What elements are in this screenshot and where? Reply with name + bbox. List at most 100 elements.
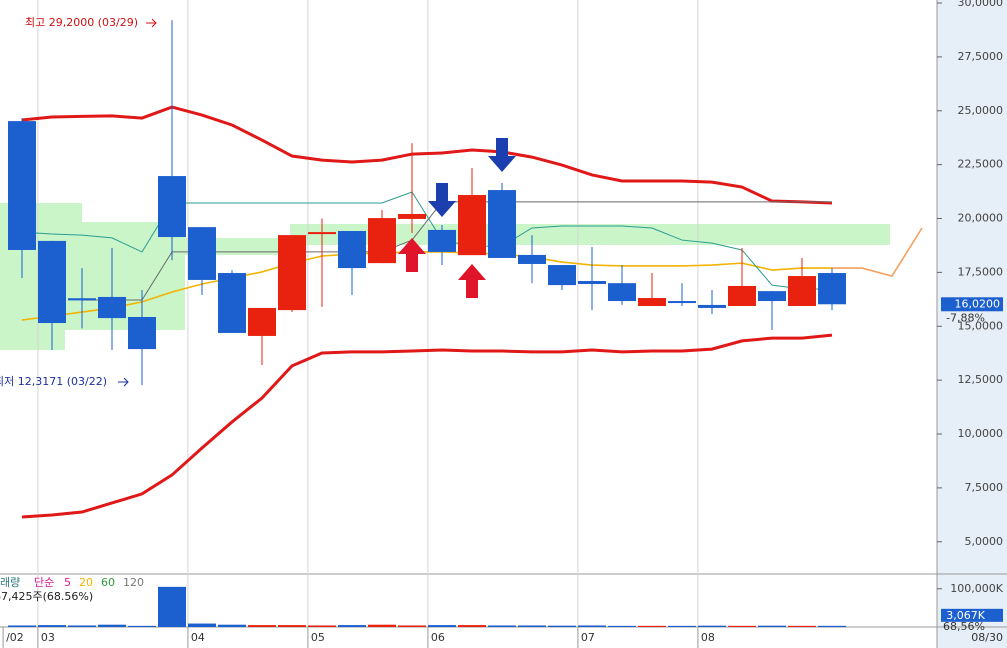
candle-body (638, 298, 666, 307)
y-tick-label: 7,5000 (965, 481, 1004, 494)
candle-body (68, 298, 96, 301)
low-annotation: 최저 12,3171 (03/22) (0, 375, 107, 388)
volume-bar (788, 625, 816, 627)
candle-body (668, 301, 696, 304)
y-tick-label: 17,5000 (958, 265, 1004, 278)
y-tick-label: 25,0000 (958, 104, 1004, 117)
volume-bar (188, 623, 216, 627)
volume-legend-period: 60 (101, 576, 115, 589)
x-tick-label: /02 (6, 631, 24, 644)
current-volume: 3,067K (946, 609, 985, 622)
volume-bar (218, 624, 246, 627)
y-tick-label: 10,0000 (958, 427, 1004, 440)
x-tick-label: 06 (431, 631, 445, 644)
volume-bar (698, 625, 726, 627)
volume-legend-period: 120 (123, 576, 144, 589)
volume-bar (398, 625, 426, 627)
candle-body (368, 218, 396, 264)
candle-body (488, 190, 516, 258)
candle-body (278, 235, 306, 311)
volume-bar (338, 625, 366, 627)
volume-bar (68, 625, 96, 627)
candle-body (458, 195, 486, 256)
x-tick-label: 05 (311, 631, 325, 644)
volume-bar (488, 625, 516, 627)
candle-body (248, 307, 276, 336)
current-change: -7,88% (946, 311, 985, 324)
signal-arrows (398, 138, 516, 298)
volume-summary: 67,425주(68.56%) (0, 590, 93, 603)
candle-body (428, 229, 456, 252)
current-volume-box (941, 608, 1003, 622)
volume-bar (608, 625, 636, 627)
y-tick-label: 30,0000 (958, 0, 1004, 9)
line-series (21, 105, 833, 205)
candle-body (338, 231, 366, 269)
line-series (21, 333, 833, 519)
current-price-box (941, 297, 1003, 312)
volume-bar (518, 625, 546, 627)
candle-body (38, 240, 66, 324)
annotation-arrow (146, 18, 157, 28)
candle-body (398, 213, 426, 219)
current-price: 16,0200 (955, 297, 1001, 310)
y-tick-label: 27,5000 (958, 50, 1004, 63)
volume-bar (578, 625, 606, 627)
line-series (21, 251, 832, 321)
volume-bar (308, 625, 336, 627)
candle-body (218, 273, 246, 333)
volume-legend-ma: 단순 (34, 576, 54, 589)
volume-bar (758, 625, 786, 627)
x-tick-label: 03 (41, 631, 55, 644)
volume-bar (98, 624, 126, 627)
x-tick-label: 04 (191, 631, 205, 644)
candle-body (728, 285, 756, 307)
line-series (21, 191, 832, 290)
x-tick-label: 08 (701, 631, 715, 644)
plot (8, 0, 923, 627)
candle-body (8, 121, 36, 250)
volume-legend-name: 래량 (0, 576, 20, 589)
y-tick-label: 22,5000 (958, 158, 1004, 171)
volume-bar (818, 625, 846, 627)
candle-body (758, 291, 786, 302)
candle-body (818, 273, 846, 305)
candle-body (308, 232, 336, 235)
volume-bar (8, 625, 36, 627)
line-series (832, 227, 923, 277)
x-tick-label: 07 (581, 631, 595, 644)
volume-bar (458, 625, 486, 627)
volume-bar (668, 625, 696, 627)
y-tick-label: 5,0000 (965, 535, 1004, 548)
candle-body (698, 304, 726, 308)
candle-body (188, 227, 216, 280)
candle-body (788, 276, 816, 307)
volume-legend-period: 5 (64, 576, 71, 589)
volume-bar (548, 625, 576, 627)
y-tick-label: 12,5000 (958, 373, 1004, 386)
axis-panel (937, 0, 1007, 648)
volume-bar (128, 625, 156, 627)
candle-body (128, 316, 156, 350)
y-tick-label: 15,0000 (958, 319, 1004, 332)
volume-bar (38, 625, 66, 627)
candle-body (578, 281, 606, 285)
volume-bar (158, 586, 186, 627)
volume-bar (278, 625, 306, 627)
candle-body (608, 283, 636, 302)
high-annotation: 최고 29,2000 (03/29) (25, 16, 138, 29)
y-tick-label: 100,000K (950, 582, 1003, 595)
x-end-label: 08/30 (971, 631, 1003, 644)
volume-bar (428, 625, 456, 627)
annotation-arrow (118, 377, 129, 387)
candle-body (548, 265, 576, 286)
volume-bar (638, 625, 666, 627)
candle-body (158, 176, 186, 238)
volume-legend-period: 20 (79, 576, 93, 589)
volume-bar (248, 625, 276, 627)
volume-bar (368, 624, 396, 627)
volume-ratio: 68,56% (943, 620, 985, 633)
candle-body (98, 296, 126, 319)
y-tick-label: 20,0000 (958, 212, 1004, 225)
